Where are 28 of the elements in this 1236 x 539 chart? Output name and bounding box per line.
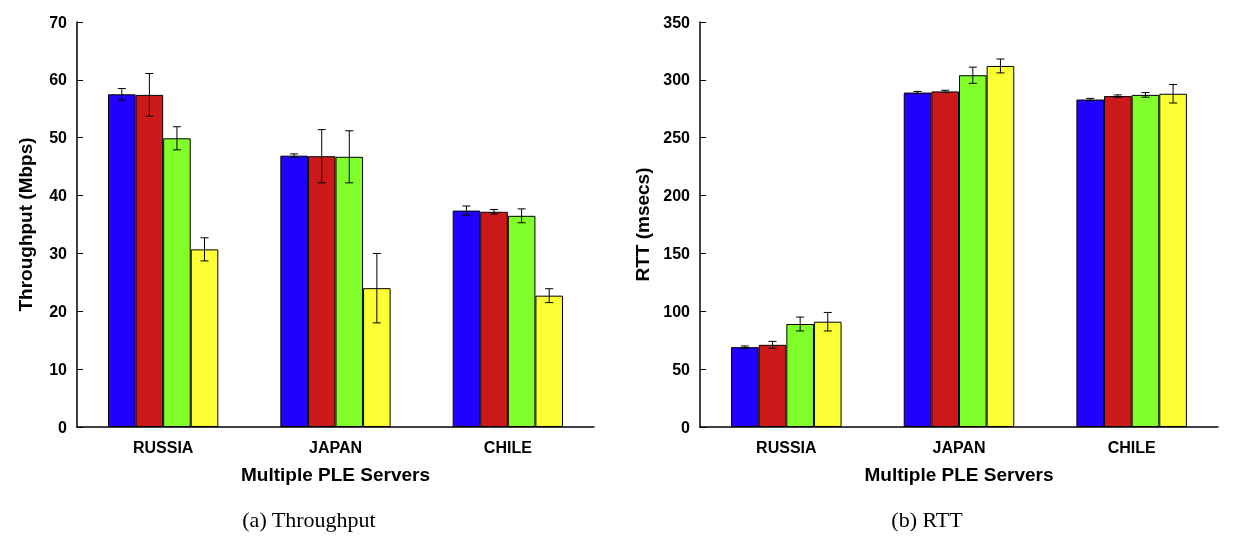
y-tick-label: 250: [663, 129, 691, 147]
x-tick-label: CHILE: [1107, 438, 1156, 456]
y-tick-label: 50: [672, 360, 691, 378]
x-axis-title: Multiple PLE Servers: [864, 464, 1054, 485]
x-tick-label: CHILE: [483, 438, 533, 456]
y-tick-label: 50: [49, 129, 68, 147]
y-tick-label: 70: [49, 13, 68, 31]
y-tick-label: 20: [49, 302, 68, 320]
y-tick-label: 200: [663, 187, 691, 205]
y-tick-label: 350: [663, 13, 691, 31]
y-tick-label: 60: [49, 71, 68, 89]
text: (a) Throughput: [242, 506, 376, 532]
x-tick-label: JAPAN: [932, 438, 986, 456]
x-tick-label: RUSSIA: [132, 438, 194, 456]
y-tick-label: 0: [58, 418, 68, 436]
y-tick-label: 30: [49, 244, 68, 262]
y-axis-title: Throughput (Mbps): [15, 137, 36, 312]
y-tick-label: 10: [49, 360, 68, 378]
y-tick-label: 0: [681, 418, 691, 436]
x-tick-label: RUSSIA: [756, 438, 818, 456]
y-tick-label: 150: [663, 244, 691, 262]
text: (b) RTT: [891, 506, 964, 532]
x-tick-label: JAPAN: [308, 438, 363, 456]
y-tick-label: 100: [663, 302, 691, 320]
y-tick-label: 300: [663, 71, 691, 89]
x-axis-title: Multiple PLE Servers: [240, 464, 431, 485]
y-axis-title: RTT (msecs): [632, 167, 654, 282]
y-tick-label: 40: [49, 187, 68, 205]
